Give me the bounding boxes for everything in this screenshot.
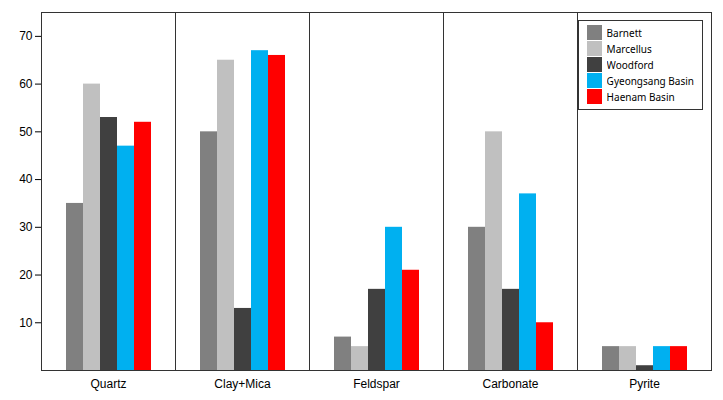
svg-text:Carbonate: Carbonate: [482, 377, 538, 391]
html-text:Gyeongsang Basin: Gyeongsang Basin: [606, 73, 694, 88]
svg-text:40: 40: [19, 172, 33, 186]
svg-text:30: 30: [19, 220, 33, 234]
svg-text:Pyrite: Pyrite: [629, 377, 660, 391]
svg-text:60: 60: [19, 77, 33, 91]
html-text:Haenam Basin: Haenam Basin: [606, 89, 675, 104]
svg-text:10: 10: [19, 316, 33, 330]
html-text:Marcellus: Marcellus: [606, 41, 652, 56]
svg-text:Clay+Mica: Clay+Mica: [214, 377, 271, 391]
svg-text:Feldspar: Feldspar: [353, 377, 400, 391]
svg-text:Quartz: Quartz: [90, 377, 126, 391]
html-text:Barnett: Barnett: [606, 25, 642, 40]
html-text:Woodford: Woodford: [606, 57, 654, 72]
svg-text:20: 20: [19, 268, 33, 282]
svg-text:50: 50: [19, 125, 33, 139]
svg-text:70: 70: [19, 29, 33, 43]
